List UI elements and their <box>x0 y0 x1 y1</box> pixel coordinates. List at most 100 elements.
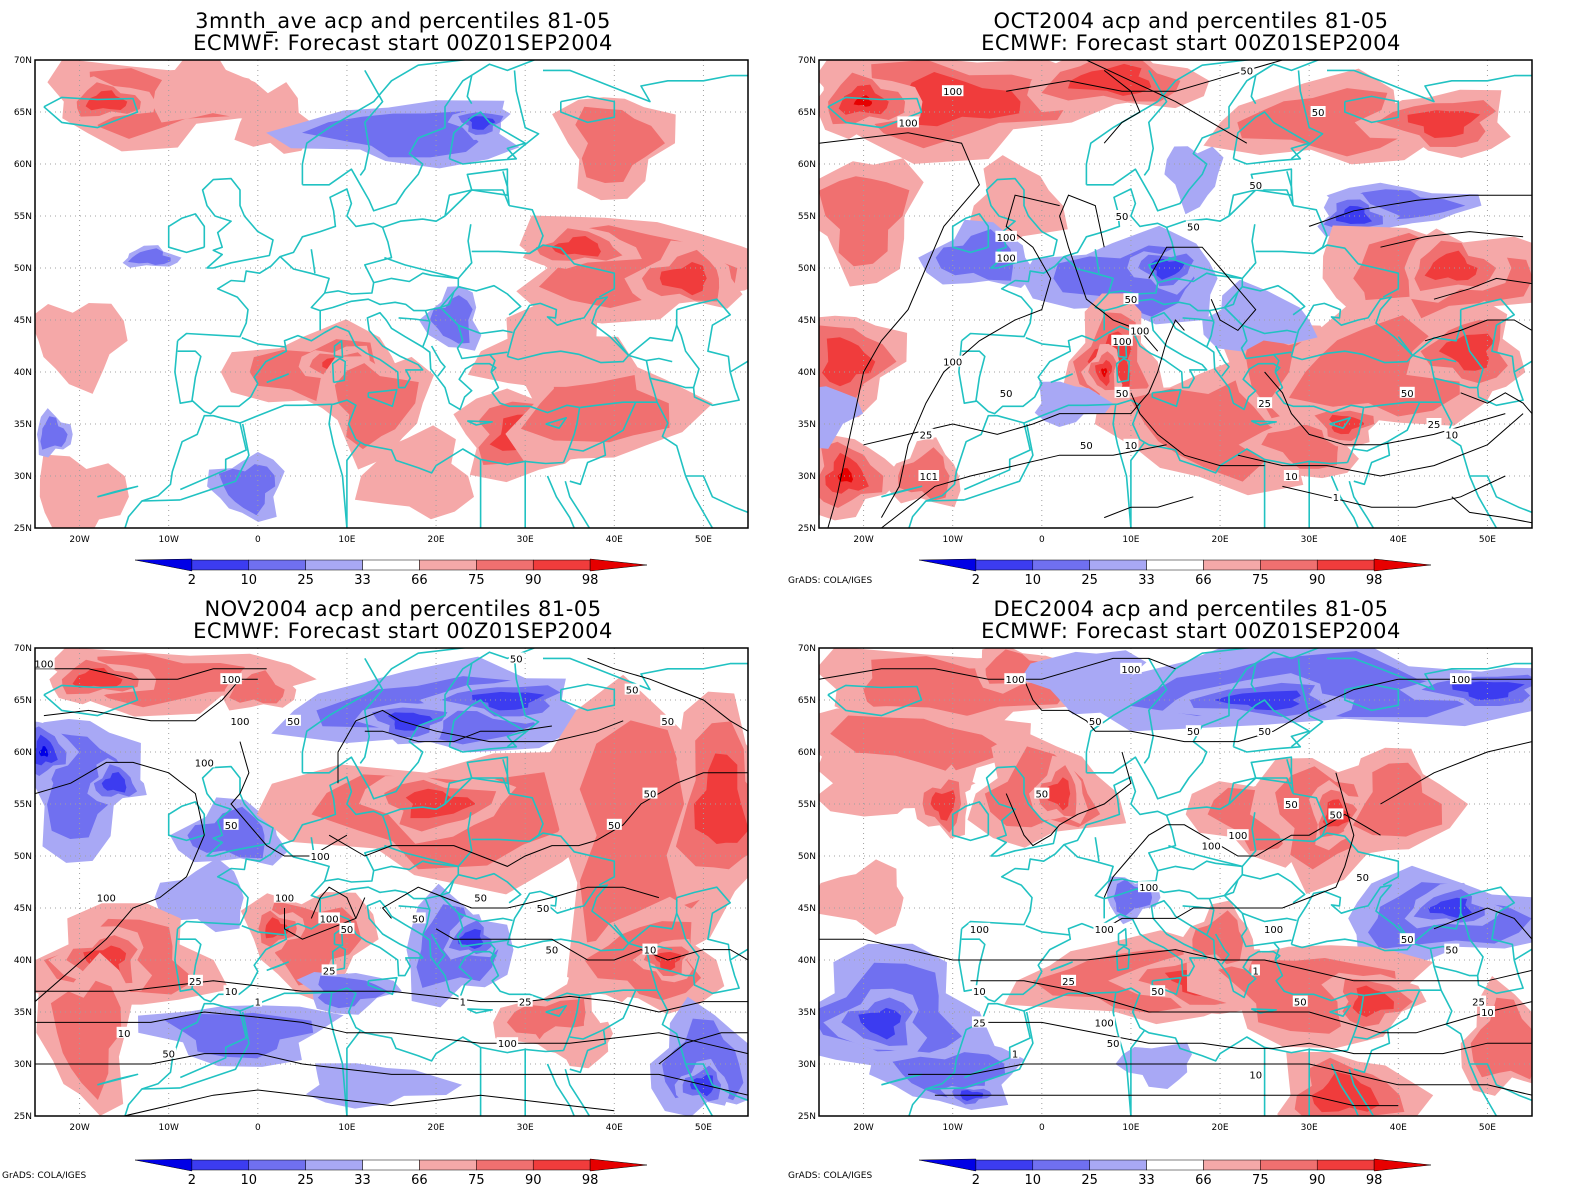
coastline <box>471 777 510 794</box>
coastline <box>266 961 289 972</box>
coastline <box>1241 224 1257 279</box>
coastline <box>649 965 694 977</box>
contour-line <box>123 1089 615 1116</box>
contour-label-bg <box>1093 1016 1115 1028</box>
contour-label: 50 <box>661 717 674 728</box>
contour-label-bg <box>941 85 964 97</box>
map-frame <box>34 59 749 529</box>
contour-label: 50 <box>510 654 523 665</box>
coastline <box>141 499 181 502</box>
colorbar: 2 10 25 33 66 75 90 98 <box>134 558 648 588</box>
contour-label: 50 <box>287 717 300 728</box>
coastline <box>925 499 965 502</box>
coastline <box>1115 945 1130 972</box>
contour-line <box>863 319 1185 446</box>
contour-label-bg <box>1471 995 1487 1007</box>
coastline <box>827 684 923 717</box>
contour-label-bg <box>1078 438 1094 450</box>
contour-label: 100 <box>1095 1018 1114 1029</box>
contour-label: 10 <box>1285 472 1298 483</box>
colorbar-label: 25 <box>297 573 314 588</box>
colorbar-segment <box>248 559 306 571</box>
colorbar-segment <box>1089 559 1147 571</box>
coastline <box>729 360 748 373</box>
contour-label-bg <box>606 818 622 830</box>
coastline <box>1513 360 1532 373</box>
colorbar-label: 2 <box>972 1173 980 1188</box>
coastline <box>675 886 740 995</box>
contour-line <box>1309 194 1532 227</box>
contour-line <box>1148 246 1257 332</box>
coastline <box>448 111 526 165</box>
colorbar-arrow-high <box>1373 1158 1432 1172</box>
coastline <box>466 420 493 426</box>
coastline <box>279 256 330 331</box>
lat-tick-label: 65N <box>14 696 32 706</box>
lon-tick-label: 20W <box>853 1123 873 1133</box>
coastline <box>961 776 1230 930</box>
coastline <box>1433 965 1478 977</box>
contour-line <box>381 886 660 919</box>
coastline <box>180 1011 250 1089</box>
coastline <box>1214 345 1230 377</box>
lon-tick-label: 10W <box>943 535 963 545</box>
coastline <box>1348 480 1375 528</box>
coastline <box>201 177 274 269</box>
coastline <box>881 485 923 498</box>
coastline <box>1290 658 1324 748</box>
colorbar-segment <box>1203 559 1261 571</box>
anomaly-area <box>822 337 876 387</box>
colorbar-arrow-high <box>589 558 648 572</box>
lon-tick-label: 20E <box>1211 535 1228 545</box>
coastline <box>1255 189 1294 206</box>
contour-label-bg <box>1444 428 1460 440</box>
contour-label: 10 <box>225 987 238 998</box>
contour-label-bg <box>1185 725 1201 737</box>
contour-line <box>337 709 624 784</box>
coastline <box>1250 663 1257 693</box>
contour-line <box>587 657 748 732</box>
lon-tick-label: 50E <box>695 1123 712 1133</box>
coastline <box>421 898 431 936</box>
coastlines <box>827 648 1532 1116</box>
anomaly-area <box>302 110 496 158</box>
coastline <box>1168 844 1243 868</box>
lon-tick-label: 20W <box>853 535 873 545</box>
contour-line <box>1086 60 1248 144</box>
coastline <box>359 658 384 764</box>
coastline <box>471 189 510 206</box>
contour-label: 1 <box>1012 1050 1018 1061</box>
colorbar-segment <box>1146 1159 1204 1171</box>
lon-tick-label: 10W <box>159 535 179 545</box>
colorbar-label: 66 <box>1195 1173 1212 1188</box>
contour-line <box>1103 772 1355 930</box>
contour-label-bg <box>1262 922 1285 934</box>
contour-label-bg <box>1328 808 1344 820</box>
coastline <box>1255 777 1294 794</box>
colorbar-label: 10 <box>1025 573 1042 588</box>
contour-label-bg <box>161 1047 177 1059</box>
colorbar-segment <box>975 1159 1034 1171</box>
colorbar-label: 75 <box>468 1173 485 1188</box>
contour-label: 10 <box>118 1029 131 1040</box>
colorbar-segment <box>1146 559 1204 571</box>
anomaly-area <box>1288 315 1460 417</box>
anomaly-area <box>405 788 476 819</box>
anomaly-area <box>895 72 1021 127</box>
contour-line <box>1023 678 1532 743</box>
coastline <box>958 311 1365 463</box>
contour-label-bg <box>253 995 263 1007</box>
contour-label: 100 <box>997 254 1016 265</box>
colorbar-label: 10 <box>1025 1173 1042 1188</box>
coastline <box>1433 377 1478 389</box>
anomaly-area <box>154 858 244 933</box>
contour-label: 100 <box>34 660 53 671</box>
coastline <box>958 899 1365 1051</box>
contour-label: 100 <box>195 758 214 769</box>
coastline <box>656 989 687 1065</box>
coastline <box>1440 989 1471 1065</box>
coastline <box>1344 683 1400 712</box>
coastline <box>430 933 446 965</box>
contour-label: 50 <box>1000 389 1013 400</box>
contour-label: 10 <box>644 946 657 957</box>
